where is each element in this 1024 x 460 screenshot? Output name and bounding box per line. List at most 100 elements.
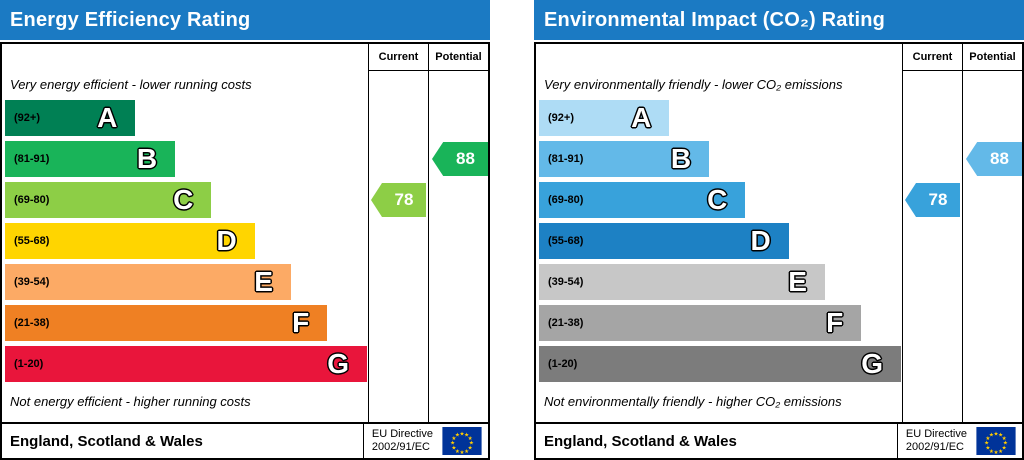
svg-text:★: ★ — [459, 449, 464, 455]
band-letter: D — [216, 225, 237, 256]
band-range-label: (39-54) — [548, 276, 584, 288]
band-row-d: (55-68) D — [539, 223, 789, 259]
band-row-f: (21-38) F — [5, 305, 328, 341]
svg-text:★: ★ — [985, 435, 990, 442]
svg-text:★: ★ — [993, 449, 998, 455]
svg-text:★: ★ — [455, 448, 460, 455]
svg-text:★: ★ — [464, 432, 469, 439]
rating-bands: (92+) A (81-91) B (69-80) C (55-68) D (3… — [539, 100, 901, 382]
band-row-g: (1-20) G — [539, 346, 901, 382]
environmental-impact-panel: Environmental Impact (CO₂) Rating Curren… — [534, 0, 1024, 460]
svg-text:★: ★ — [459, 430, 464, 437]
current-column-divider — [902, 44, 903, 422]
svg-text:★: ★ — [998, 432, 1003, 439]
band-row-e: (39-54) E — [539, 264, 825, 300]
svg-text:★: ★ — [469, 440, 474, 447]
band-row-b: (81-91) B — [5, 141, 176, 177]
svg-text:★: ★ — [455, 432, 460, 439]
band-row-a: (92+) A — [5, 100, 136, 136]
column-header-underline — [902, 70, 1022, 71]
band-range-label: (1-20) — [548, 358, 578, 370]
eu-directive-text: EU Directive 2002/91/EC — [905, 428, 967, 453]
band-range-label: (21-38) — [14, 317, 50, 329]
band-letter: C — [173, 184, 194, 215]
band-range-label: (81-91) — [548, 153, 584, 165]
svg-text:★: ★ — [989, 448, 994, 455]
band-range-label: (55-68) — [548, 235, 584, 247]
svg-text:★: ★ — [1003, 440, 1008, 447]
svg-text:★: ★ — [998, 448, 1003, 455]
band-row-d: (55-68) D — [5, 223, 255, 259]
band-letter: D — [750, 225, 771, 256]
potential-column-header: Potential — [435, 51, 482, 63]
potential-column-header: Potential — [969, 51, 1016, 63]
band-letter: C — [707, 184, 728, 215]
potential-rating-arrow: 88 — [432, 142, 488, 176]
band-letter: A — [631, 102, 652, 133]
panel-footer: England, Scotland & Wales EU Directive 2… — [534, 424, 1024, 460]
band-letter: F — [826, 307, 844, 338]
rating-bands: (92+) A (81-91) B (69-80) C (55-68) D (3… — [5, 100, 367, 382]
band-letter: B — [670, 143, 692, 174]
current-column-header: Current — [912, 51, 953, 63]
current-rating-arrow: 78 — [905, 183, 960, 217]
eu-directive-text: EU Directive 2002/91/EC — [371, 428, 433, 453]
band-range-label: (39-54) — [14, 276, 50, 288]
band-letter: G — [327, 348, 349, 379]
band-letter: B — [136, 143, 158, 174]
band-row-g: (1-20) G — [5, 346, 367, 382]
svg-text:★: ★ — [468, 444, 473, 451]
bottom-note: Not energy efficient - higher running co… — [10, 394, 251, 409]
energy-efficiency-chart: Current Potential Very energy efficient … — [0, 42, 490, 424]
band-range-label: (92+) — [14, 112, 40, 124]
energy-efficiency-panel: Energy Efficiency Rating Current Potenti… — [0, 0, 490, 460]
band-range-label: (69-80) — [548, 194, 584, 206]
svg-text:★: ★ — [1002, 444, 1007, 451]
svg-text:★: ★ — [1002, 435, 1007, 442]
bottom-note: Not environmentally friendly - higher CO… — [544, 394, 842, 409]
band-row-f: (21-38) F — [539, 305, 862, 341]
current-column-header: Current — [378, 51, 419, 63]
top-note: Very environmentally friendly - lower CO… — [544, 77, 843, 92]
band-row-c: (69-80) C — [539, 182, 746, 218]
potential-column-divider — [428, 44, 429, 422]
band-row-a: (92+) A — [539, 100, 670, 136]
svg-text:★: ★ — [450, 440, 455, 447]
eu-flag-icon: ★ ★★ ★★★ ★★★ ★★★ — [442, 427, 482, 455]
top-note: Very energy efficient - lower running co… — [10, 77, 252, 92]
band-letter: A — [97, 102, 118, 133]
band-letter: G — [861, 348, 883, 379]
footer-region: England, Scotland & Wales — [10, 432, 203, 450]
band-letter: E — [788, 266, 807, 297]
band-row-b: (81-91) B — [539, 141, 710, 177]
svg-text:★: ★ — [989, 432, 994, 439]
band-letter: E — [254, 266, 273, 297]
band-range-label: (1-20) — [14, 358, 44, 370]
potential-column-divider — [962, 44, 963, 422]
band-letter: F — [292, 307, 310, 338]
footer-region: England, Scotland & Wales — [544, 432, 737, 450]
energy-efficiency-title: Energy Efficiency Rating — [0, 0, 490, 40]
band-range-label: (55-68) — [14, 235, 50, 247]
band-range-label: (81-91) — [14, 153, 50, 165]
column-header-underline — [368, 70, 488, 71]
svg-text:★: ★ — [993, 430, 998, 437]
current-rating-arrow: 78 — [371, 183, 426, 217]
svg-text:★: ★ — [451, 444, 456, 451]
svg-text:★: ★ — [451, 435, 456, 442]
band-range-label: (92+) — [548, 112, 574, 124]
svg-text:★: ★ — [984, 440, 989, 447]
band-range-label: (21-38) — [548, 317, 584, 329]
eu-flag-icon: ★ ★★ ★★★ ★★★ ★★★ — [976, 427, 1016, 455]
svg-text:★: ★ — [464, 448, 469, 455]
svg-text:★: ★ — [468, 435, 473, 442]
current-column-divider — [368, 44, 369, 422]
eu-directive-block: EU Directive 2002/91/EC ★ ★ ★ ★ ★ ★ ★ ★ ★ ★ ★ ★ — [362, 424, 488, 458]
svg-text:★: ★ — [985, 444, 990, 451]
eu-directive-block: EU Directive 2002/91/EC ★ ★ ★ ★ ★ ★ ★ ★ ★ ★ ★ ★ — [896, 424, 1022, 458]
environmental-impact-chart: Current Potential Very environmentally f… — [534, 42, 1024, 424]
band-row-c: (69-80) C — [5, 182, 212, 218]
band-range-label: (69-80) — [14, 194, 50, 206]
environmental-impact-title: Environmental Impact (CO₂) Rating — [534, 0, 1024, 40]
